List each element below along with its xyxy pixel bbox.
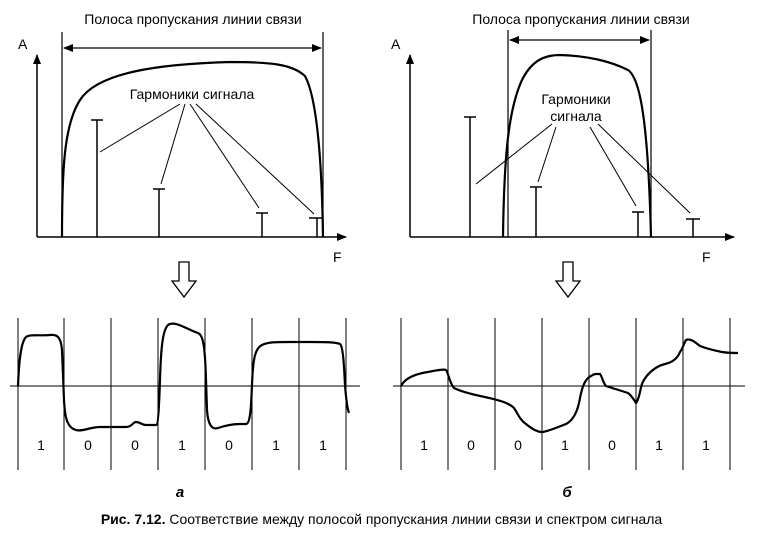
- spectrum-panel-b: A F Полоса пропускания линии связи Гармо…: [391, 11, 735, 299]
- harmonics-pointer-lines: [475, 123, 691, 214]
- received-signal-a: [16, 322, 351, 432]
- harmonic-2: [153, 188, 165, 237]
- transform-arrow-b: [554, 261, 582, 299]
- bit-label: 0: [608, 437, 616, 453]
- harmonic-4: [309, 217, 323, 237]
- harmonics-label-line2: сигнала: [550, 108, 602, 124]
- figure-caption: Рис. 7.12. Соответствие между полосой пр…: [0, 511, 763, 527]
- harmonic-3: [632, 211, 644, 237]
- x-axis-label: F: [702, 249, 711, 265]
- bit-label: 1: [178, 437, 186, 453]
- y-axis-label: A: [18, 36, 28, 52]
- bit-label: 1: [272, 437, 280, 453]
- waveform-panel-a: 1 0 0 1 0 1 1 а: [10, 318, 360, 501]
- bit-label: 0: [467, 437, 475, 453]
- x-axis-label: F: [333, 249, 342, 265]
- bit-label: 1: [420, 437, 428, 453]
- caption-text: Соответствие между полосой пропускания л…: [169, 511, 663, 527]
- bit-label: 0: [131, 437, 139, 453]
- bit-labels: 1 0 0 1 0 1 1: [37, 437, 327, 453]
- y-axis-label: A: [391, 36, 401, 52]
- panel-label-a: а: [176, 484, 184, 501]
- bandwidth-label: Полоса пропускания линии связи: [84, 11, 302, 27]
- bit-label: 1: [655, 437, 663, 453]
- harmonic-4: [686, 218, 700, 237]
- harmonic-1: [464, 116, 476, 237]
- harmonics-pointer-lines: [99, 103, 315, 215]
- caption-number: Рис. 7.12.: [100, 511, 166, 527]
- harmonic-1: [91, 119, 103, 237]
- frequency-response-curve: [501, 53, 653, 238]
- bit-label: 1: [702, 437, 710, 453]
- waveform-panel-b: 1 0 0 1 0 1 1 б: [393, 318, 745, 501]
- bit-label: 0: [514, 437, 522, 453]
- bandwidth-label: Полоса пропускания линии связи: [472, 11, 690, 27]
- bit-label: 0: [225, 437, 233, 453]
- bit-label: 0: [84, 437, 92, 453]
- panel-label-b: б: [562, 484, 572, 501]
- bit-label: 1: [561, 437, 569, 453]
- frequency-response-curve: [60, 60, 325, 238]
- transform-arrow-a: [170, 261, 198, 299]
- bit-label: 1: [37, 437, 45, 453]
- bit-grid: [400, 318, 731, 470]
- bit-labels: 1 0 0 1 0 1 1: [420, 437, 710, 453]
- harmonics-label-line1: Гармоники: [541, 91, 610, 107]
- harmonic-2: [530, 186, 542, 237]
- harmonics-label: Гармоники сигнала: [130, 86, 255, 102]
- spectrum-panel-a: A F Полоса пропускания линии связи Гармо…: [18, 11, 347, 299]
- received-signal-b: [400, 338, 739, 434]
- harmonic-3: [256, 212, 268, 237]
- bit-label: 1: [319, 437, 327, 453]
